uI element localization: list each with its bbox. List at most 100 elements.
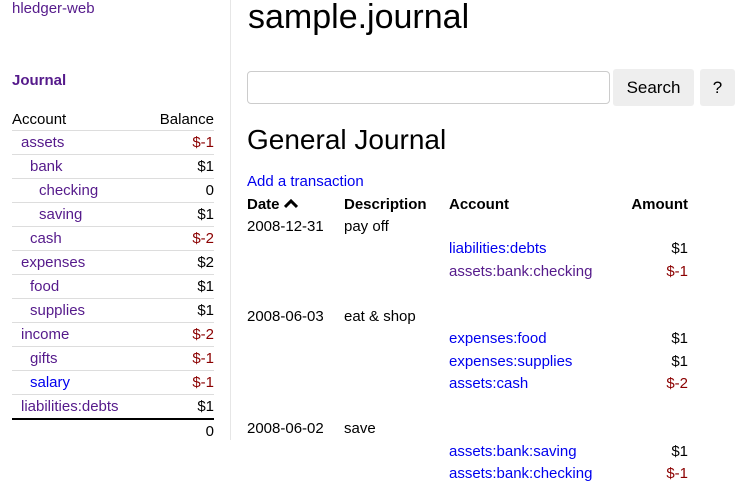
spacer — [247, 283, 688, 306]
empty-cell — [247, 373, 344, 396]
empty-cell — [247, 260, 344, 283]
account-balance: $-1 — [146, 371, 214, 395]
account-link[interactable]: assets — [21, 134, 64, 151]
account-cell: supplies — [12, 299, 146, 323]
account-cell: bank — [12, 155, 146, 179]
transaction-description: pay off — [344, 215, 688, 238]
posting-account: expenses:food — [449, 328, 619, 351]
account-balance: $1 — [146, 299, 214, 323]
account-link[interactable]: checking — [39, 182, 98, 199]
account-cell: expenses — [12, 251, 146, 275]
account-balance: $1 — [146, 203, 214, 227]
account-row: expenses $2 — [12, 251, 214, 275]
account-cell: food — [12, 275, 146, 299]
posting-amount: $1 — [619, 350, 688, 373]
balance-header: Balance — [146, 108, 214, 131]
help-button[interactable]: ? — [700, 69, 735, 106]
posting-row: expenses:supplies $1 — [247, 350, 688, 373]
empty-cell — [247, 463, 344, 485]
posting-amount: $-1 — [619, 260, 688, 283]
empty-cell — [344, 440, 449, 463]
empty-cell — [247, 328, 344, 351]
posting-account: assets:bank:checking — [449, 463, 619, 485]
posting-amount: $1 — [619, 328, 688, 351]
search-button[interactable]: Search — [613, 69, 694, 106]
account-link[interactable]: gifts — [30, 350, 58, 367]
posting-account-link[interactable]: assets:bank:checking — [449, 465, 592, 482]
date-column-header[interactable]: Date — [247, 194, 344, 215]
account-balance: 0 — [146, 179, 214, 203]
transaction-date: 2008-06-03 — [247, 305, 344, 328]
posting-account: liabilities:debts — [449, 238, 619, 261]
add-transaction-link[interactable]: Add a transaction — [247, 173, 364, 190]
account-link[interactable]: income — [21, 326, 69, 343]
account-cell: income — [12, 323, 146, 347]
posting-amount: $-1 — [619, 463, 688, 485]
account-row: liabilities:debts $1 — [12, 395, 214, 420]
account-row: cash$-2 — [12, 227, 214, 251]
date-header-label: Date — [247, 196, 280, 213]
account-link[interactable]: cash — [30, 230, 62, 247]
account-link[interactable]: bank — [30, 158, 63, 175]
chevron-up-icon — [284, 199, 298, 209]
empty-cell — [344, 463, 449, 485]
account-row: gifts $-1 — [12, 347, 214, 371]
posting-account: assets:cash — [449, 373, 619, 396]
account-link[interactable]: supplies — [30, 302, 85, 319]
posting-account-link[interactable]: assets:cash — [449, 375, 528, 392]
empty-cell — [344, 328, 449, 351]
spacer-row — [247, 283, 688, 306]
account-row: saving $1 — [12, 203, 214, 227]
posting-amount: $-2 — [619, 373, 688, 396]
account-link[interactable]: saving — [39, 206, 82, 223]
spacer-row — [247, 395, 688, 418]
posting-amount: $1 — [619, 238, 688, 261]
account-row: salary $-1 — [12, 371, 214, 395]
account-cell: checking — [12, 179, 146, 203]
account-row: bank$1 — [12, 155, 214, 179]
brand-link[interactable]: hledger-web — [12, 0, 95, 17]
posting-account-link[interactable]: liabilities:debts — [449, 240, 547, 257]
total-row: 0 — [12, 419, 214, 443]
search-input[interactable] — [247, 71, 610, 104]
posting-account-link[interactable]: expenses:supplies — [449, 353, 572, 370]
posting-amount: $1 — [619, 440, 688, 463]
empty-cell — [247, 238, 344, 261]
transaction-description: save — [344, 418, 688, 441]
posting-account-link[interactable]: assets:bank:saving — [449, 443, 577, 460]
account-link[interactable]: salary — [30, 374, 70, 391]
account-column-header: Account — [449, 194, 619, 215]
posting-row: liabilities:debts $1 — [247, 238, 688, 261]
empty-cell — [247, 350, 344, 373]
transaction-description: eat & shop — [344, 305, 688, 328]
posting-account-link[interactable]: expenses:food — [449, 330, 547, 347]
posting-account: assets:bank:saving — [449, 440, 619, 463]
account-balance: $2 — [146, 251, 214, 275]
account-row: income $-2 — [12, 323, 214, 347]
account-balance: $-1 — [146, 347, 214, 371]
account-balance: $-1 — [146, 131, 214, 155]
account-balance: $-2 — [146, 323, 214, 347]
total-label — [12, 419, 146, 443]
empty-cell — [344, 238, 449, 261]
posting-row: assets:bank:saving $1 — [247, 440, 688, 463]
account-cell: assets — [12, 131, 146, 155]
posting-account-link[interactable]: assets:bank:checking — [449, 263, 592, 280]
account-row: food $1 — [12, 275, 214, 299]
account-link[interactable]: liabilities:debts — [21, 398, 119, 415]
journal-link[interactable]: Journal — [12, 72, 66, 89]
account-balance: $1 — [146, 275, 214, 299]
account-cell: salary — [12, 371, 146, 395]
description-column-header: Description — [344, 194, 449, 215]
account-link[interactable]: expenses — [21, 254, 85, 271]
account-row: checking 0 — [12, 179, 214, 203]
account-row: supplies $1 — [12, 299, 214, 323]
account-balance: $1 — [146, 395, 214, 420]
total-balance: 0 — [146, 419, 214, 443]
amount-column-header: Amount — [619, 194, 688, 215]
account-link[interactable]: food — [30, 278, 59, 295]
page-title: sample.journal — [248, 0, 469, 37]
account-cell: saving — [12, 203, 146, 227]
